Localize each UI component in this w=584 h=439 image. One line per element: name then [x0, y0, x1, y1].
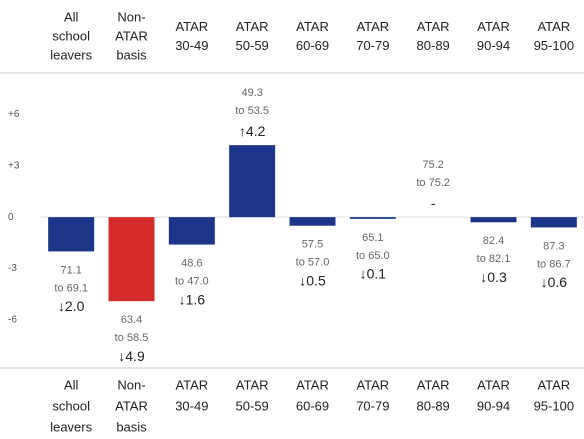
- x-tick-label: ATAR: [356, 377, 389, 392]
- y-tick-label: -3: [8, 263, 17, 274]
- x-tick-label-top: leavers: [50, 47, 92, 62]
- bar: [530, 217, 577, 228]
- range-from: 71.1: [60, 264, 81, 276]
- x-tick-label-top: basis: [116, 47, 147, 62]
- x-tick-label: 70-79: [356, 398, 389, 413]
- range-from: 82.4: [483, 235, 504, 247]
- x-tick-label-top: ATAR: [417, 19, 450, 34]
- range-to: to 58.5: [115, 332, 149, 344]
- range-from: 48.6: [181, 257, 202, 269]
- range-to: to 53.5: [235, 105, 269, 117]
- x-tick-label-top: ATAR: [477, 19, 510, 34]
- bar: [168, 217, 215, 245]
- value-label: ↓0.3: [480, 269, 507, 285]
- x-tick-label: basis: [116, 419, 147, 434]
- x-tick-label-top: ATAR: [236, 19, 269, 34]
- x-tick-label: school: [52, 398, 90, 413]
- x-tick-label-top: ATAR: [296, 19, 329, 34]
- bar: [48, 217, 95, 252]
- x-tick-label: 30-49: [175, 398, 208, 413]
- x-tick-label-top: 90-94: [477, 38, 510, 53]
- range-from: 75.2: [422, 159, 443, 171]
- x-tick-label-top: 60-69: [296, 38, 329, 53]
- range-from: 63.4: [121, 314, 142, 326]
- x-tick-label: 95-100: [534, 398, 574, 413]
- x-tick-label-top: ATAR: [537, 19, 570, 34]
- y-tick-label: -6: [8, 315, 17, 326]
- x-tick-label: 60-69: [296, 398, 329, 413]
- x-tick-label: Non-: [117, 377, 145, 392]
- x-tick-label-top: 80-89: [417, 38, 450, 53]
- x-tick-label-top: ATAR: [175, 19, 208, 34]
- x-tick-label-top: 50-59: [236, 38, 269, 53]
- value-label: ↓0.1: [360, 266, 387, 282]
- y-tick-label: +3: [8, 160, 20, 171]
- x-tick-label-top: 30-49: [175, 38, 208, 53]
- x-tick-label: 90-94: [477, 398, 510, 413]
- value-label: ↓0.5: [299, 272, 326, 288]
- x-tick-label-top: ATAR: [115, 28, 148, 43]
- x-tick-label-top: Non-: [117, 9, 145, 24]
- value-label: ↑4.2: [239, 123, 266, 139]
- range-to: to 86.7: [537, 258, 571, 270]
- x-tick-label-top: 70-79: [356, 38, 389, 53]
- y-tick-label: 0: [8, 212, 14, 223]
- x-tick-label: ATAR: [296, 377, 329, 392]
- value-label: -: [431, 195, 436, 211]
- x-tick-label: 80-89: [417, 398, 450, 413]
- x-tick-label: ATAR: [537, 377, 570, 392]
- value-label: ↓0.6: [541, 274, 568, 290]
- bar: [229, 145, 276, 218]
- range-to: to 57.0: [296, 257, 330, 269]
- range-to: to 47.0: [175, 275, 209, 287]
- x-tick-label: ATAR: [236, 377, 269, 392]
- range-to: to 82.1: [477, 253, 511, 265]
- bar: [108, 217, 155, 302]
- value-label: ↓1.6: [179, 291, 206, 307]
- bar: [470, 217, 517, 223]
- value-label: ↓2.0: [58, 298, 85, 314]
- range-from: 49.3: [241, 87, 262, 99]
- y-tick-label: +6: [8, 109, 20, 120]
- range-from: 65.1: [362, 232, 383, 244]
- x-tick-label: ATAR: [175, 377, 208, 392]
- x-tick-label-top: All: [64, 9, 79, 24]
- range-to: to 65.0: [356, 250, 390, 262]
- range-to: to 75.2: [416, 177, 450, 189]
- bar: [349, 217, 396, 219]
- x-tick-label: All: [64, 377, 79, 392]
- x-tick-label-top: ATAR: [356, 19, 389, 34]
- range-from: 57.5: [302, 239, 323, 251]
- x-tick-label: ATAR: [417, 377, 450, 392]
- x-tick-label: 50-59: [236, 398, 269, 413]
- bar: [289, 217, 336, 226]
- value-label: ↓4.9: [118, 348, 145, 364]
- x-tick-label: ATAR: [477, 377, 510, 392]
- range-to: to 69.1: [54, 282, 88, 294]
- x-tick-label-top: 95-100: [534, 38, 574, 53]
- x-tick-label-top: school: [52, 28, 90, 43]
- x-tick-label: ATAR: [115, 398, 148, 413]
- x-tick-label: leavers: [50, 419, 92, 434]
- range-from: 87.3: [543, 240, 564, 252]
